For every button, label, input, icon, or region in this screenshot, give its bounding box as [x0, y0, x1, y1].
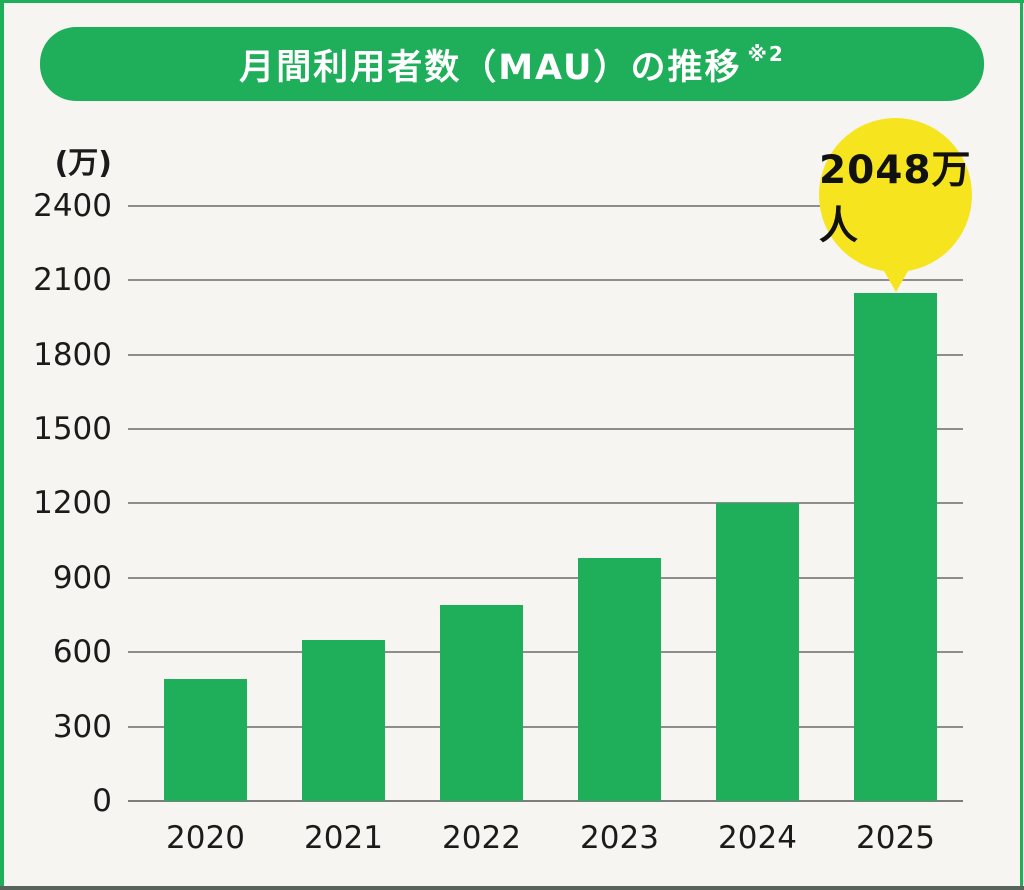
x-tick-label-2025: 2025 [856, 820, 935, 856]
x-tick-label-2024: 2024 [718, 820, 797, 856]
gridline-1500 [128, 428, 963, 430]
annotation-balloon: 2048万人 [819, 118, 972, 272]
y-tick-label-1500: 1500 [33, 411, 112, 447]
frame-border-top [0, 0, 1024, 3]
y-tick-label-2100: 2100 [33, 262, 112, 299]
x-tick-label-2022: 2022 [442, 820, 521, 856]
annotation-value-label: 2048万人 [819, 148, 972, 249]
chart-title: 月間利用者数（MAU）の推移 [239, 47, 742, 88]
gridline-300 [128, 725, 963, 728]
gridline-1800 [128, 353, 963, 356]
y-tick-label-2400: 2400 [33, 187, 112, 224]
y-tick-label-600: 600 [52, 634, 112, 671]
bottom-divider [0, 886, 1024, 890]
x-tick-label-2023: 2023 [580, 820, 659, 856]
gridline-600 [128, 651, 963, 654]
gridline-2100 [128, 279, 963, 282]
gridline-900 [128, 576, 963, 579]
y-tick-label-900: 900 [52, 559, 112, 596]
y-tick-label-1800: 1800 [33, 336, 112, 373]
chart-title-footnote: ※2 [747, 42, 785, 66]
x-tick-label-2020: 2020 [166, 820, 245, 856]
bar-2023 [578, 557, 661, 801]
frame-border-left [0, 0, 4, 890]
y-axis-unit-label: (万) [54, 146, 112, 181]
gridline-0 [128, 800, 963, 802]
y-tick-label-300: 300 [52, 708, 112, 745]
gridline-1200 [128, 502, 963, 505]
bar-2020 [164, 679, 247, 801]
chart-title-banner: 月間利用者数（MAU）の推移 ※2 [40, 27, 984, 101]
gridline-2400 [128, 204, 963, 207]
bar-2025 [854, 293, 937, 801]
frame-border-right [1020, 0, 1023, 890]
y-tick-label-0: 0 [92, 783, 112, 819]
x-tick-label-2021: 2021 [304, 820, 383, 856]
bar-2021 [302, 639, 385, 801]
annotation-balloon-tail [880, 264, 912, 292]
y-tick-label-1200: 1200 [33, 485, 112, 522]
bar-2022 [440, 605, 523, 801]
bar-2024 [716, 503, 799, 801]
